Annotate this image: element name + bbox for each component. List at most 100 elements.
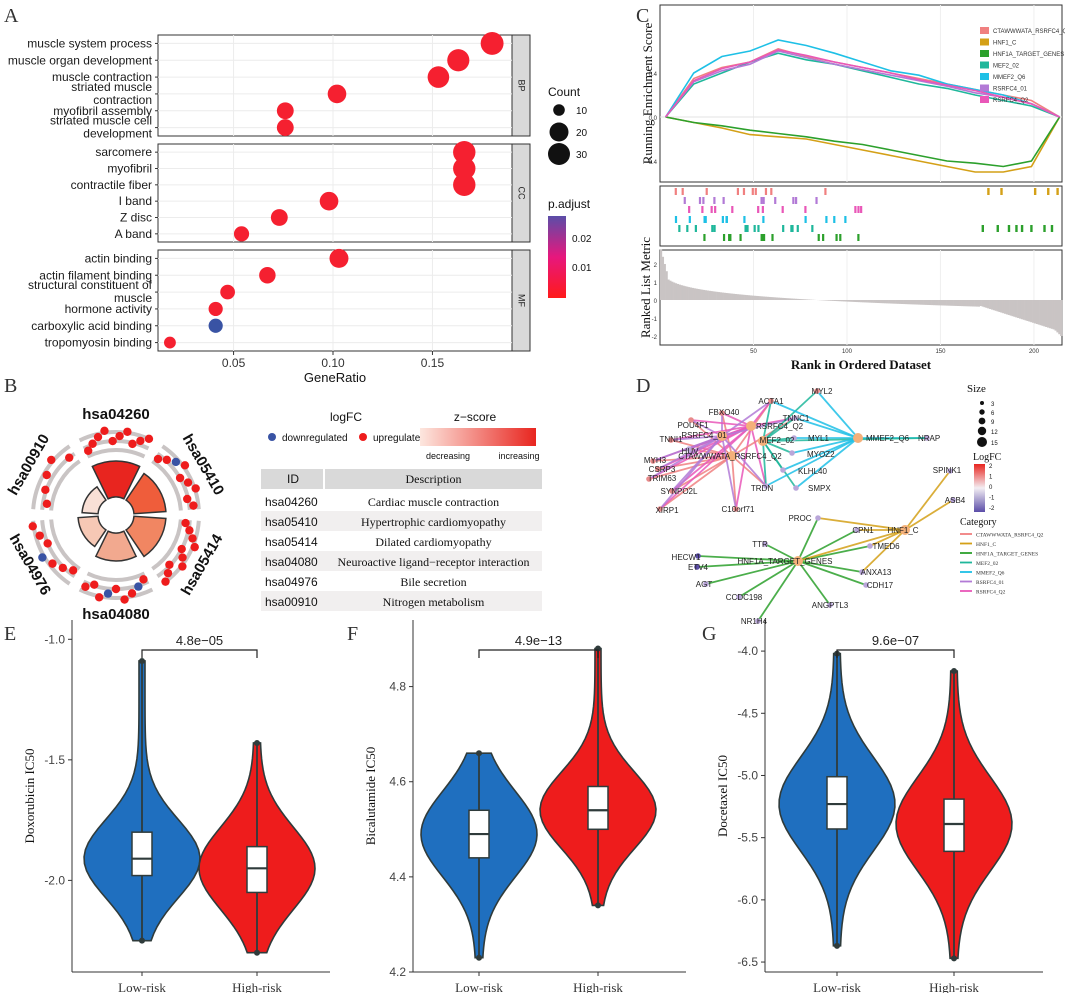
metric-bar xyxy=(682,285,685,300)
table-cell-desc: Cardiac muscle contraction xyxy=(368,495,499,509)
dot xyxy=(164,336,176,349)
metric-bar xyxy=(1028,300,1031,322)
metric-bar xyxy=(684,286,687,300)
network-edge xyxy=(765,437,859,487)
zscore-bar xyxy=(125,515,167,558)
facet-strip xyxy=(511,34,531,137)
table-header: Description xyxy=(406,472,462,486)
hit-tick xyxy=(731,206,734,213)
legend-dot-up xyxy=(359,433,367,441)
ring-track xyxy=(49,459,81,511)
legend-label: decreasing xyxy=(426,451,470,461)
metric-bar xyxy=(845,300,848,302)
gene-dot xyxy=(185,526,194,535)
hit-tick xyxy=(857,234,860,241)
table-cell-id: hsa04080 xyxy=(265,555,318,569)
metric-bar xyxy=(693,288,696,300)
metric-bar xyxy=(1052,300,1055,330)
colorbar-tick: -2 xyxy=(989,506,995,512)
metric-bar xyxy=(770,297,773,300)
hit-tick xyxy=(683,197,686,204)
hit-tick xyxy=(686,225,689,232)
metric-bar xyxy=(1009,300,1012,316)
metric-bar xyxy=(908,300,911,305)
metric-bar xyxy=(716,291,719,300)
x-tick-label: 0.10 xyxy=(321,356,345,370)
hit-tick xyxy=(729,234,732,241)
hit-tick xyxy=(804,216,807,223)
metric-bar xyxy=(762,296,766,300)
box xyxy=(246,845,268,894)
significance-bracket xyxy=(836,649,955,658)
ring-track xyxy=(86,447,146,459)
panel-label-e: E xyxy=(4,623,16,645)
metric-bar xyxy=(766,296,769,300)
hit-tick xyxy=(1050,225,1054,232)
metric-bar xyxy=(803,299,807,300)
hit-tick xyxy=(703,234,706,241)
gene-dot xyxy=(178,553,187,562)
metric-bar xyxy=(987,300,990,309)
hit-tick xyxy=(739,234,742,241)
metric-bar xyxy=(717,292,721,300)
panel-e-violin: -1.0 -1.5 -2.0 Doxorubicin IC50 Low-risk High… xyxy=(22,620,330,993)
hub-node xyxy=(900,525,910,535)
legend-key xyxy=(980,84,989,92)
hit-tick xyxy=(770,188,773,195)
facet-label: MF xyxy=(517,294,527,307)
gene-node xyxy=(947,468,953,474)
metric-bar xyxy=(660,249,663,300)
gene-node xyxy=(650,458,656,464)
box xyxy=(131,831,153,877)
metric-bar xyxy=(912,300,915,305)
metric-bar xyxy=(751,295,754,300)
network-edge xyxy=(797,560,831,606)
legend-title: Count xyxy=(548,85,581,99)
outlier-point xyxy=(139,657,145,664)
legend-key xyxy=(980,96,989,103)
metric-bar xyxy=(787,298,790,300)
metric-bar xyxy=(880,300,883,304)
hit-tick xyxy=(721,216,724,223)
y-tick-label: 4.6 xyxy=(389,775,406,789)
metric-bar xyxy=(1054,300,1057,331)
table-header-cell xyxy=(325,469,542,489)
significance-bracket xyxy=(478,649,599,658)
gene-dot xyxy=(88,439,97,448)
node-label: ASB4 xyxy=(945,496,966,505)
legend-label: HNF1A_TARGET_GENES xyxy=(976,552,1038,558)
hit-tick xyxy=(722,234,726,241)
node-label: PROC xyxy=(788,514,811,523)
legend-value: 20 xyxy=(576,128,588,139)
metric-bar xyxy=(794,298,797,300)
hit-tick xyxy=(1033,188,1037,195)
legend-value: 6 xyxy=(991,411,995,417)
metric-bar xyxy=(983,300,986,308)
network-edge xyxy=(762,437,928,442)
gene-dot xyxy=(42,470,51,480)
metric-bar xyxy=(1060,300,1063,336)
gene-node xyxy=(859,569,865,575)
metric-bar xyxy=(901,300,904,304)
gene-node xyxy=(867,543,873,549)
metric-bar xyxy=(667,279,670,300)
metric-bar xyxy=(732,293,736,300)
legend-label: MMEF2_Q6 xyxy=(976,571,1005,577)
metric-bar xyxy=(785,298,788,300)
network-edge xyxy=(659,435,723,510)
legend-label: RSRFC4_Q2 xyxy=(993,98,1029,104)
network-edge xyxy=(861,529,906,573)
hit-tick xyxy=(743,216,746,223)
hit-tick xyxy=(736,188,740,195)
metric-bar xyxy=(888,300,891,304)
gene-node xyxy=(719,410,725,416)
ring-track xyxy=(151,459,183,511)
gene-node xyxy=(768,398,774,404)
metric-bar xyxy=(899,300,902,304)
metric-bar xyxy=(772,297,775,300)
metric-bar xyxy=(833,300,837,301)
metric-bar xyxy=(710,291,713,300)
legend-label: increasing xyxy=(498,451,539,461)
legend-label: MEF2_02 xyxy=(976,561,999,567)
metric-bar xyxy=(841,300,844,302)
